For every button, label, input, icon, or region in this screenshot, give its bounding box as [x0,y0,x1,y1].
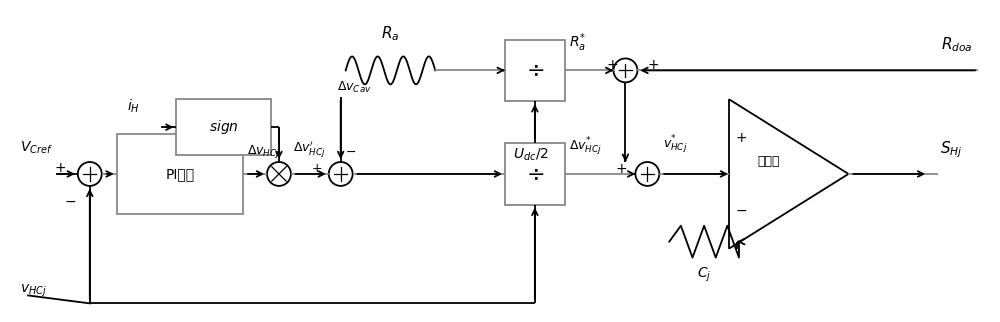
Text: 比较器: 比较器 [757,156,779,168]
Text: $sign$: $sign$ [209,118,239,136]
Bar [117,134,243,214]
Bar [176,99,271,155]
Text: PI调节: PI调节 [165,167,194,181]
Text: +: + [607,58,618,72]
Text: $U_{dc}/2$: $U_{dc}/2$ [513,147,549,164]
Text: +: + [647,58,659,72]
Text: $V_{Cref}$: $V_{Cref}$ [20,140,53,156]
Text: $v_{HCj}$: $v_{HCj}$ [20,283,47,299]
Text: $S_{Hj}$: $S_{Hj}$ [940,139,963,160]
Text: $-$: $-$ [735,203,747,217]
Text: $-$: $-$ [345,145,356,158]
Text: $R_{a}$: $R_{a}$ [381,24,400,43]
Text: +: + [616,162,627,176]
Text: +: + [735,131,747,145]
Bar [505,40,565,101]
Text: $\Delta v_{Cav}$: $\Delta v_{Cav}$ [337,80,371,95]
Text: +: + [311,163,322,175]
Text: $\Delta v^{\prime}_{HCj}$: $\Delta v^{\prime}_{HCj}$ [293,140,326,160]
Text: $-$: $-$ [64,194,76,208]
Text: +: + [54,161,66,175]
Text: $\Delta v_{HCj}$: $\Delta v_{HCj}$ [247,143,280,160]
Text: $C_{j}$: $C_{j}$ [697,266,711,284]
Text: $\Delta v^{*}_{HCj}$: $\Delta v^{*}_{HCj}$ [569,136,602,158]
Bar [505,143,565,205]
Text: $R_{doa}$: $R_{doa}$ [941,36,973,54]
Text: $v^{*}_{HCj}$: $v^{*}_{HCj}$ [663,134,688,156]
Text: $i_{H}$: $i_{H}$ [127,98,140,115]
Text: $R_{a}^{*}$: $R_{a}^{*}$ [569,32,586,54]
Text: $\div$: $\div$ [526,61,544,80]
Text: $\div$: $\div$ [526,164,544,184]
